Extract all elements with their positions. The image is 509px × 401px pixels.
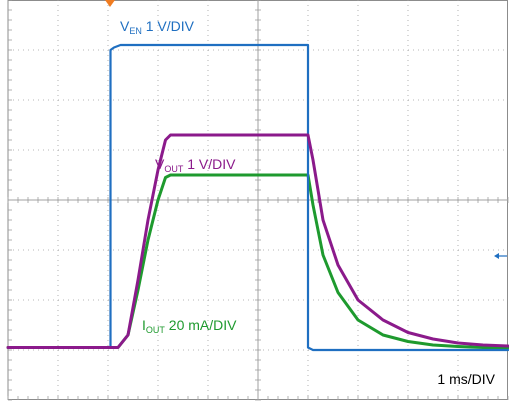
vout-trace	[6, 133, 509, 349]
vout-label-sub: OUT	[164, 164, 184, 174]
iout-label-sub: OUT	[146, 325, 166, 335]
time-scale-label: 1 ms/DIV	[437, 371, 495, 387]
level-arrow-icon	[494, 253, 507, 259]
iout-label-scale: 20 mA/DIV	[165, 317, 237, 333]
vout-label: VOUT 1 V/DIV	[155, 156, 236, 174]
vout-label-scale: 1 V/DIV	[183, 156, 236, 172]
ven-label: VEN 1 V/DIV	[120, 18, 195, 36]
ven-trace	[6, 43, 509, 352]
iout-trace	[6, 173, 509, 349]
iout-label-main: I	[142, 317, 146, 333]
ven-label-main: V	[120, 18, 130, 34]
iout-label: IOUT 20 mA/DIV	[142, 317, 237, 335]
traces	[6, 43, 509, 352]
ven-label-sub: EN	[129, 26, 142, 36]
vout-label-main: V	[155, 156, 165, 172]
trigger-position-marker	[105, 0, 115, 7]
ven-label-scale: 1 V/DIV	[142, 18, 195, 34]
